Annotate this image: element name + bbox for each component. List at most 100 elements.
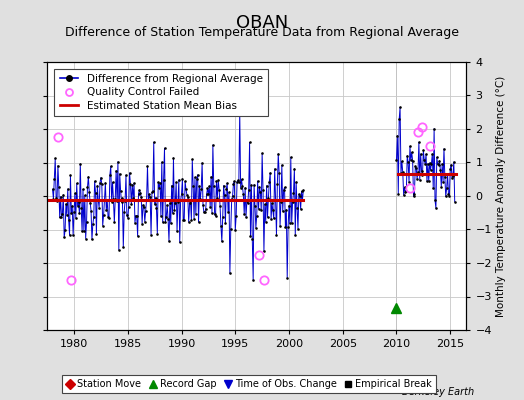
Point [222,186,231,192]
Point [199,202,207,208]
Point [439,178,447,185]
Point [433,161,442,168]
Text: Difference of Station Temperature Data from Regional Average: Difference of Station Temperature Data f… [65,26,459,39]
Point [194,219,203,225]
Point [247,182,256,188]
Point [145,191,154,198]
Point [405,179,413,185]
Point [433,154,441,160]
Point [215,186,223,193]
Point [66,172,74,178]
Text: OBAN: OBAN [236,14,288,32]
Point [236,184,245,191]
Point [224,209,232,215]
Point [298,197,307,203]
Point [232,213,241,220]
Point [272,232,281,238]
Point [185,200,194,206]
Point [213,194,222,201]
Point [155,185,163,191]
Point [425,160,434,166]
Point [445,193,454,200]
Point [147,231,155,238]
Point [263,182,271,189]
Point [288,220,296,226]
Point [432,205,440,211]
Point [230,180,238,187]
Point [139,202,147,208]
Point [274,151,282,157]
Point [393,132,401,139]
Point [211,213,220,219]
Point [110,219,118,226]
Point [407,157,415,164]
Point [281,224,290,231]
Point [183,191,191,198]
Point [56,214,64,221]
Point [267,216,275,222]
Point [50,176,59,182]
Point [165,238,173,244]
Point [237,176,246,183]
Point [170,207,179,213]
Point [197,186,205,192]
Point [141,208,150,214]
Point [76,161,84,167]
Point [284,223,292,230]
Point [166,200,174,206]
Point [68,203,77,209]
Point [261,218,270,225]
Point [140,204,148,211]
Point [216,202,224,209]
Point [75,210,84,216]
Point [236,109,244,115]
Point [245,139,254,146]
Point [129,195,137,201]
Point [162,213,170,220]
Point [183,194,192,200]
Point [205,183,213,189]
Point [118,195,127,201]
Point [275,170,283,176]
Point [233,178,241,185]
Point [89,221,97,227]
Point [257,207,266,213]
Point [283,275,291,281]
Point [255,184,264,190]
Point [73,203,82,209]
Point [217,222,225,229]
Point [119,244,127,251]
Point [72,180,81,187]
Point [160,145,169,151]
Point [451,198,459,205]
Point [230,178,238,184]
Point [419,147,428,154]
Point [163,202,171,208]
Point [62,201,70,207]
Point [299,187,308,194]
Point [54,162,62,169]
Point [159,177,168,183]
Point [291,232,300,239]
Point [106,163,115,170]
Point [427,160,435,167]
Point [178,176,187,182]
Point [448,175,456,181]
Point [290,166,299,172]
Point [134,190,143,197]
Point [434,162,443,168]
Point [77,204,85,211]
Point [412,165,420,171]
Point [269,207,277,214]
Point [157,212,165,219]
Point [187,198,195,204]
Point [211,211,219,218]
Point [93,182,102,189]
Point [180,217,189,224]
Point [266,170,275,176]
Point [103,197,112,203]
Point [206,204,214,210]
Point [279,187,288,194]
Point [245,187,253,193]
Point [251,203,259,209]
